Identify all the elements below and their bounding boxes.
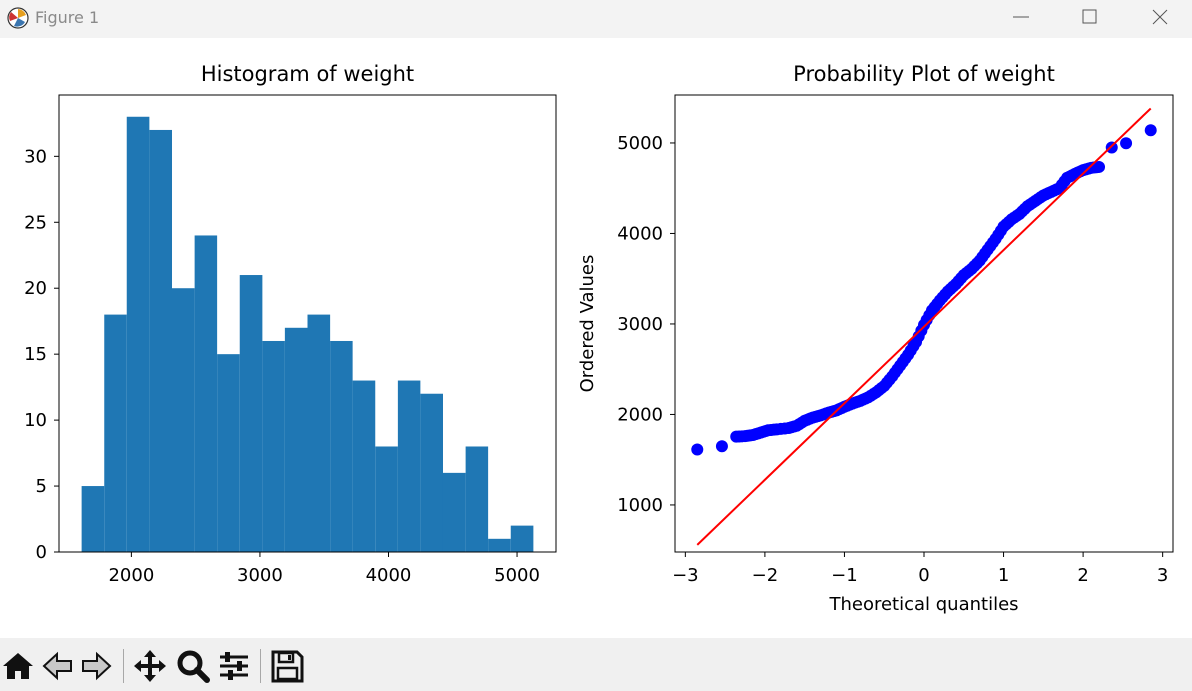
probability-plot-point — [1120, 137, 1133, 150]
toolbar-separator — [123, 649, 124, 683]
back-icon — [42, 651, 72, 681]
histogram-x-tick-label: 5000 — [494, 565, 540, 586]
histogram-axes-frame — [58, 94, 557, 553]
home-icon — [3, 653, 33, 679]
histogram-bar — [397, 380, 421, 552]
histogram-title: Histogram of weight — [201, 62, 414, 86]
zoom-icon — [177, 650, 210, 683]
histogram-x-tick-label: 3000 — [237, 565, 283, 586]
histogram-y-tick-label: 10 — [24, 410, 47, 431]
pan-icon — [134, 650, 166, 682]
histogram-bar — [239, 275, 263, 552]
histogram-y-tick-label: 5 — [36, 476, 47, 497]
probability-plot-y-tick-label: 2000 — [617, 404, 663, 425]
histogram-y-tick-label: 0 — [36, 542, 47, 563]
configure-subplots-icon — [220, 652, 248, 680]
histogram-bar — [81, 486, 105, 552]
probability-plot-point — [715, 440, 728, 453]
histogram-bar — [217, 354, 240, 552]
probability-plot-x-tick-label: 0 — [918, 565, 929, 586]
window-title: Figure 1 — [35, 8, 100, 27]
back-button[interactable] — [40, 648, 76, 684]
close-icon — [1152, 9, 1168, 25]
probability-plot-x-tick-label: −3 — [672, 565, 699, 586]
pan-button[interactable] — [132, 648, 168, 684]
histogram-bar — [420, 393, 443, 552]
app-icon — [7, 7, 29, 29]
histogram-bar — [126, 116, 150, 552]
probability-plot-fit-line — [696, 107, 1152, 546]
histogram-bar — [442, 472, 466, 552]
probability-plot-y-tick-label: 5000 — [617, 133, 663, 154]
figure-canvas[interactable]: 2000 3000 4000 5000 0 5 10 15 20 25 30 Histogram of… — [0, 38, 1192, 638]
title-bar: Figure 1 — [0, 0, 1192, 38]
probability-plot-x-tick-label: 3 — [1157, 565, 1168, 586]
maximize-button[interactable] — [1060, 0, 1120, 34]
histogram-bar — [307, 314, 331, 552]
histogram-x-tick-label: 4000 — [366, 565, 412, 586]
save-icon — [271, 650, 304, 683]
histogram-bar — [262, 340, 285, 552]
close-button[interactable] — [1130, 0, 1190, 34]
home-button[interactable] — [0, 648, 36, 684]
probability-plot-y-tick-label: 3000 — [617, 314, 663, 335]
histogram-y-tick-label: 30 — [24, 146, 47, 167]
histogram-bar — [194, 235, 218, 552]
histogram-bar — [375, 446, 398, 552]
histogram-bar — [465, 446, 489, 552]
probability-plot-point — [1093, 160, 1106, 173]
probability-plot-title: Probability Plot of weight — [793, 62, 1055, 86]
probability-plot-y-tick-label: 1000 — [617, 495, 663, 516]
histogram-bar — [330, 340, 353, 552]
probability-plot-point — [691, 443, 704, 456]
histogram-bar — [510, 525, 534, 552]
histogram-y-tick-label: 15 — [24, 344, 47, 365]
toolbar-separator — [260, 649, 261, 683]
probability-plot-x-label: Theoretical quantiles — [828, 594, 1018, 615]
histogram-bar — [172, 288, 195, 552]
configure-subplots-button[interactable] — [216, 648, 252, 684]
probability-plot-x-tick-label: 2 — [1077, 565, 1088, 586]
probability-plot-x-tick-label: −2 — [752, 565, 779, 586]
maximize-icon — [1082, 9, 1097, 24]
histogram-bar — [284, 327, 308, 552]
probability-plot-point — [1144, 124, 1157, 137]
histogram-y-tick-label: 25 — [24, 212, 47, 233]
histogram-bar — [149, 129, 173, 552]
navigation-toolbar — [0, 638, 1192, 691]
histogram-x-tick-label: 2000 — [108, 565, 154, 586]
histogram-bar — [352, 380, 376, 552]
probability-plot-x-tick-label: 1 — [998, 565, 1009, 586]
histogram-y-tick-label: 20 — [24, 278, 47, 299]
forward-button[interactable] — [78, 648, 114, 684]
histogram-bar — [104, 314, 127, 552]
zoom-button[interactable] — [175, 648, 211, 684]
minimize-button[interactable] — [992, 0, 1052, 34]
save-button[interactable] — [269, 648, 305, 684]
forward-icon — [82, 651, 112, 681]
minimize-icon — [1013, 16, 1029, 18]
probability-plot-y-label: Ordered Values — [577, 255, 598, 393]
probability-plot-x-tick-label: −1 — [831, 565, 858, 586]
histogram-bar — [488, 538, 511, 552]
probability-plot-y-tick-label: 4000 — [617, 223, 663, 244]
